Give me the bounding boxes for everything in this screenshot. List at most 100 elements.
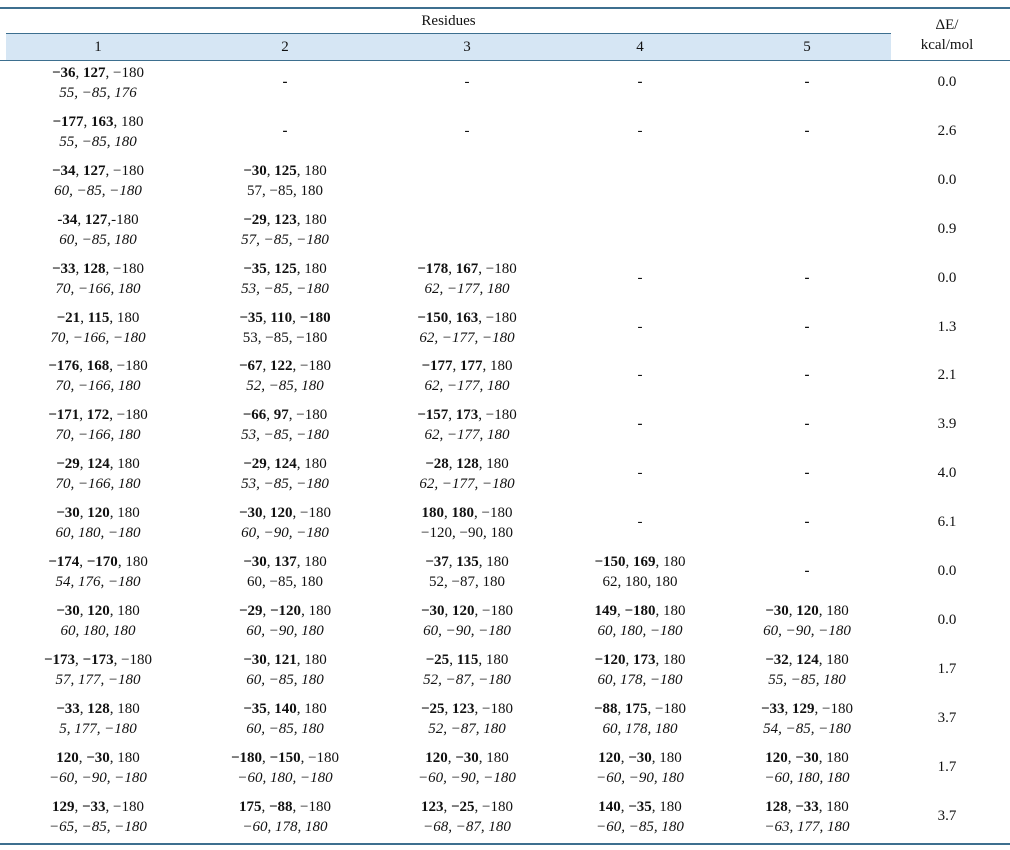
table-cell: −30, 120, 180 60, 180, 180 <box>13 601 183 641</box>
column-header-2: 2 <box>281 39 289 55</box>
angles-line-1: −25, 123, −180 <box>382 699 552 719</box>
table-cell: −173, −173, −180 57, 177, −180 <box>13 650 183 690</box>
table-cell: −30, 125, 180 57, −85, 180 <box>200 161 370 201</box>
angles-line-2: 60, −85, 180 <box>59 231 137 248</box>
bold-angle: −29 <box>238 602 263 619</box>
bold-angle: −37 <box>425 554 449 570</box>
table-cell: −157, 173, −180 62, −177, 180 <box>382 405 552 445</box>
bold-angle: −33 <box>51 260 76 277</box>
angles-line-1: 175, −88, −180 <box>200 797 370 817</box>
angle-text: , <box>448 407 456 424</box>
empty-cell: - <box>637 122 643 139</box>
bold-angle: 128 <box>456 456 479 473</box>
bold-angle: 115 <box>456 651 479 668</box>
angle-text: , <box>448 554 457 570</box>
bold-angle: 140 <box>274 700 297 717</box>
angles-line-2: 60, −85, 180 <box>246 720 324 737</box>
residues-header: Residues <box>421 13 476 29</box>
table-cell: −29, 124, 180 70, −166, 180 <box>13 454 183 494</box>
angles-line-1: −173, −173, −180 <box>13 650 183 670</box>
residues-underline <box>6 33 891 34</box>
bold-angle: −25 <box>450 798 475 815</box>
bold-angle: −30 <box>455 749 479 766</box>
angle-text: , <box>266 162 275 179</box>
angles-line-1: −30, 125, 180 <box>200 161 370 181</box>
angles-line-2: 60, −90, −180 <box>763 622 851 639</box>
angles-line-2: 60, −85, 180 <box>246 671 324 688</box>
bold-angle: −21 <box>56 309 81 326</box>
angles-line-1: −171, 172, −180 <box>13 405 183 425</box>
angle-text: , −180 <box>474 798 514 815</box>
delta-e-value: 1.7 <box>937 758 957 775</box>
bold-angle: 128 <box>87 700 110 717</box>
angles-line-2: 60, 178, −180 <box>597 671 683 688</box>
angle-text: , 180 <box>478 651 509 668</box>
angle-text: , −180 <box>474 700 514 717</box>
column-header-3: 3 <box>463 39 471 55</box>
bold-angle: 122 <box>270 358 293 375</box>
empty-cell: - <box>282 74 288 90</box>
empty-cell: - <box>804 514 810 531</box>
angles-line-2: 55, −85, 176 <box>59 85 137 101</box>
angles-line-2: 62, −177, 180 <box>424 427 510 444</box>
delta-e-value: 4.0 <box>937 465 957 482</box>
angles-line-1: −178, 167, −180 <box>382 259 552 279</box>
angle-text: , 180 <box>109 505 140 522</box>
angles-line-1: −29, 124, 180 <box>13 454 183 474</box>
bold-angle: 129 <box>792 700 815 717</box>
angle-text: , −180 <box>292 358 332 375</box>
bold-angle: 120 <box>598 749 621 766</box>
bold-angle: 124 <box>87 456 110 473</box>
bold-angle: −177 <box>421 358 453 375</box>
bold-angle: −150 <box>594 554 626 570</box>
angle-text: , <box>262 505 271 522</box>
angles-line-2: −60, −90, −180 <box>49 769 147 786</box>
angles-line-2: 57, −85, −180 <box>241 231 329 248</box>
angle-text: , 180 <box>109 602 140 619</box>
table-cell: −35, 110, −180 53, −85, −180 <box>200 308 370 348</box>
angle-text: , 180 <box>296 260 327 277</box>
angle-text: , <box>79 456 88 473</box>
table-cell: -34, 127,-180 60, −85, 180 <box>13 210 183 250</box>
table-cell: −34, 127, −180 60, −85, −180 <box>13 161 183 201</box>
angle-text: ,-180 <box>107 211 139 228</box>
angles-line-2: −60, −90, −180 <box>418 769 516 786</box>
angles-line-1: −120, 173, 180 <box>555 650 725 670</box>
angles-line-2: 60, −85, −180 <box>54 182 142 199</box>
angle-text: , 180 <box>117 554 148 570</box>
bold-angle: 128 <box>765 798 788 815</box>
table-cell: 128, −33, 180 −63, 177, 180 <box>722 797 892 837</box>
bold-angle: −30 <box>795 749 819 766</box>
table-cell: −28, 128, 180 62, −177, −180 <box>382 454 552 494</box>
angles-line-1: −180, −150, −180 <box>200 748 370 768</box>
angle-text: , −180 <box>292 798 332 815</box>
angles-line-1: 120, −30, 180 <box>382 748 552 768</box>
angles-line-1: −29, 124, 180 <box>200 454 370 474</box>
angles-line-1: −29, 123, 180 <box>200 210 370 230</box>
angles-line-1: −32, 124, 180 <box>722 650 892 670</box>
angle-text: , 180 <box>296 651 327 668</box>
angle-text: , −180 <box>300 749 340 766</box>
angle-text: , 180 <box>478 456 509 473</box>
angle-text: , −180 <box>814 700 854 717</box>
angles-line-2: −60, −90, 180 <box>596 769 684 786</box>
angles-line-1: 123, −25, −180 <box>382 797 552 817</box>
angles-line-2: 60, 178, 180 <box>602 720 678 737</box>
angles-line-2: 60, 180, −180 <box>597 622 683 639</box>
angles-line-1: 128, −33, 180 <box>722 797 892 817</box>
bold-angle: 120 <box>452 602 475 619</box>
angle-text: , 180 <box>296 456 327 473</box>
delta-e-value: 0.0 <box>937 563 957 579</box>
angle-text: , <box>448 456 457 473</box>
angles-line-2: 70, −166, 180 <box>55 476 141 493</box>
angle-text: , 180 <box>655 554 686 570</box>
bold-angle: −174 <box>48 554 80 570</box>
bold-angle: 175 <box>625 700 648 717</box>
bold-angle: 172 <box>86 407 110 424</box>
table-cell: −33, 128, 180 5, 177, −180 <box>13 699 183 739</box>
angle-text: , 180 <box>109 749 140 766</box>
angles-line-1: −177, 177, 180 <box>382 356 552 376</box>
empty-cell: - <box>804 563 810 579</box>
empty-cell: - <box>464 74 470 90</box>
